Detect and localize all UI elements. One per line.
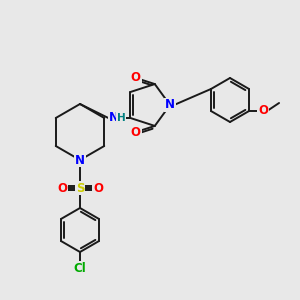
Text: O: O — [131, 71, 141, 84]
Text: O: O — [57, 182, 67, 194]
Text: O: O — [131, 126, 141, 139]
Text: S: S — [76, 182, 84, 194]
Text: Cl: Cl — [74, 262, 86, 275]
Text: N: N — [75, 154, 85, 166]
Text: H: H — [117, 113, 126, 123]
Text: O: O — [258, 104, 268, 118]
Text: O: O — [93, 182, 103, 194]
Text: N: N — [165, 98, 175, 112]
Text: N: N — [109, 111, 119, 124]
